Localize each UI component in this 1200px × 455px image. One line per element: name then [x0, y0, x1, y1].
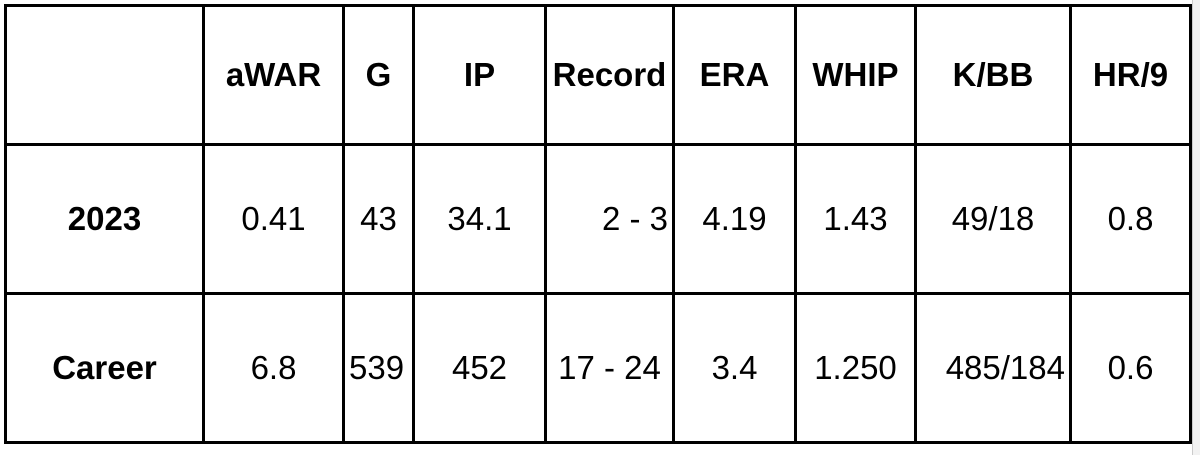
- sheet-edge: [1192, 0, 1200, 455]
- column-header: ERA: [672, 4, 797, 146]
- row-label: 2023: [4, 143, 205, 295]
- data-cell: 2 - 3: [544, 143, 675, 295]
- column-header: IP: [412, 4, 547, 146]
- data-cell: 6.8: [202, 292, 345, 444]
- data-cell: 1.250: [794, 292, 917, 444]
- stats-table: aWAR G IP Record ERA WHIP K/BB HR/9 2023 0.41 43 34…: [4, 4, 1192, 444]
- data-cell: 49/18: [914, 143, 1072, 295]
- data-cell: 0.6: [1069, 292, 1192, 444]
- data-cell: 0.41: [202, 143, 345, 295]
- data-cell: 34.1: [412, 143, 547, 295]
- data-cell: 1.43: [794, 143, 917, 295]
- data-cell: 539: [342, 292, 415, 444]
- data-cell: 43: [342, 143, 415, 295]
- data-row: Career 6.8 539 452 17 - 24 3.4 1.250 485/184 0.6: [4, 292, 1192, 444]
- corner-cell: [4, 4, 205, 146]
- column-header: WHIP: [794, 4, 917, 146]
- column-header: HR/9: [1069, 4, 1192, 146]
- data-cell: 0.8: [1069, 143, 1192, 295]
- column-header: K/BB: [914, 4, 1072, 146]
- data-cell: 3.4: [672, 292, 797, 444]
- row-label: Career: [4, 292, 205, 444]
- data-cell: 4.19: [672, 143, 797, 295]
- data-cell: 17 - 24: [544, 292, 675, 444]
- column-header: Record: [544, 4, 675, 146]
- header-row: aWAR G IP Record ERA WHIP K/BB HR/9: [4, 4, 1192, 146]
- column-header: aWAR: [202, 4, 345, 146]
- data-cell: 452: [412, 292, 547, 444]
- column-header: G: [342, 4, 415, 146]
- data-row: 2023 0.41 43 34.1 2 - 3 4.19 1.43 49/18 0.8: [4, 143, 1192, 295]
- data-cell: 485/184: [914, 292, 1072, 444]
